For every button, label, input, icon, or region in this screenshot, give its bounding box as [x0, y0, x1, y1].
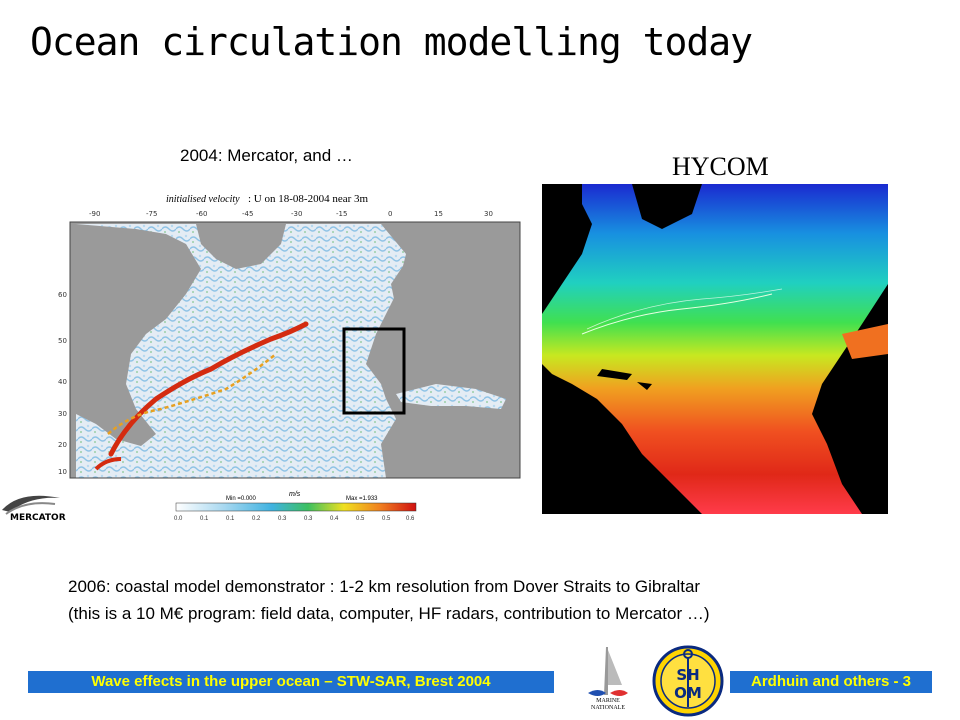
lon-tick: -90 — [89, 210, 100, 218]
map-header-main: : U on 18-08-2004 near 3m — [248, 193, 369, 205]
map-header-prefix: initialised velocity — [166, 194, 240, 205]
lon-tick: 30 — [484, 210, 493, 218]
lon-tick: 0 — [388, 210, 392, 218]
lon-tick: -45 — [242, 210, 253, 218]
mercator-caption: 2004: Mercator, and … — [180, 146, 353, 165]
marine-text-line-1: MARINE — [596, 698, 620, 704]
marine-nationale-logo — [588, 647, 628, 696]
lat-tick: 60 — [58, 291, 67, 299]
lon-tick: -75 — [146, 210, 157, 218]
colorbar — [175, 502, 417, 512]
caption-line-2: (this is a 10 M€ program: field data, co… — [68, 604, 710, 623]
shom-logo-bottom: OM — [674, 684, 702, 702]
colorbar-tick: 0.6 — [406, 516, 415, 522]
lat-tick: 10 — [58, 468, 67, 476]
mercator-logo: MERCATOR — [2, 495, 66, 523]
colorbar-tick: 0.2 — [252, 516, 261, 522]
footer-author: Ardhuin and others - 3 — [730, 671, 932, 693]
marine-text-line-2: NATIONALE — [591, 705, 625, 711]
colorbar-min: Min =0.000 — [226, 496, 257, 502]
colorbar-tick: 0.1 — [226, 516, 235, 522]
mercator-logo-text: MERCATOR — [10, 513, 66, 523]
colorbar-tick: 0.3 — [304, 516, 313, 522]
lon-tick: -15 — [336, 210, 347, 218]
caption-line-1: 2006: coastal model demonstrator : 1-2 k… — [68, 577, 701, 596]
lat-tick: 50 — [58, 337, 67, 345]
slide-title: Ocean circulation modelling today — [30, 20, 753, 64]
marine-nationale-text: MARINE NATIONALE — [584, 698, 632, 712]
lat-tick: 20 — [58, 441, 67, 449]
colorbar-tick: 0.0 — [174, 516, 183, 522]
shom-logo: SH OM — [652, 645, 724, 717]
lat-tick: 40 — [58, 378, 67, 386]
colorbar-tick: 0.3 — [278, 516, 287, 522]
shom-logo-top: SH — [676, 666, 699, 684]
hycom-model-map — [542, 184, 888, 514]
lon-tick: -30 — [291, 210, 302, 218]
colorbar-tick: 0.4 — [330, 516, 339, 522]
colorbar-tick: 0.5 — [356, 516, 365, 522]
lat-tick: 30 — [58, 410, 67, 418]
mercator-velocity-map: initialised velocity : U on 18-08-2004 n… — [58, 193, 521, 522]
colorbar-unit: m/s — [289, 491, 301, 498]
footer-title: Wave effects in the upper ocean – STW-SA… — [28, 671, 554, 693]
colorbar-tick: 0.5 — [382, 516, 391, 522]
study-region-box — [342, 327, 406, 415]
colorbar-max: Max =1.933 — [346, 496, 378, 502]
lon-tick: 15 — [434, 210, 443, 218]
colorbar-tick: 0.1 — [200, 516, 209, 522]
lon-tick: -60 — [196, 210, 207, 218]
hycom-label: HYCOM — [672, 152, 769, 181]
slide-caption: 2006: coastal model demonstrator : 1-2 k… — [68, 573, 710, 627]
